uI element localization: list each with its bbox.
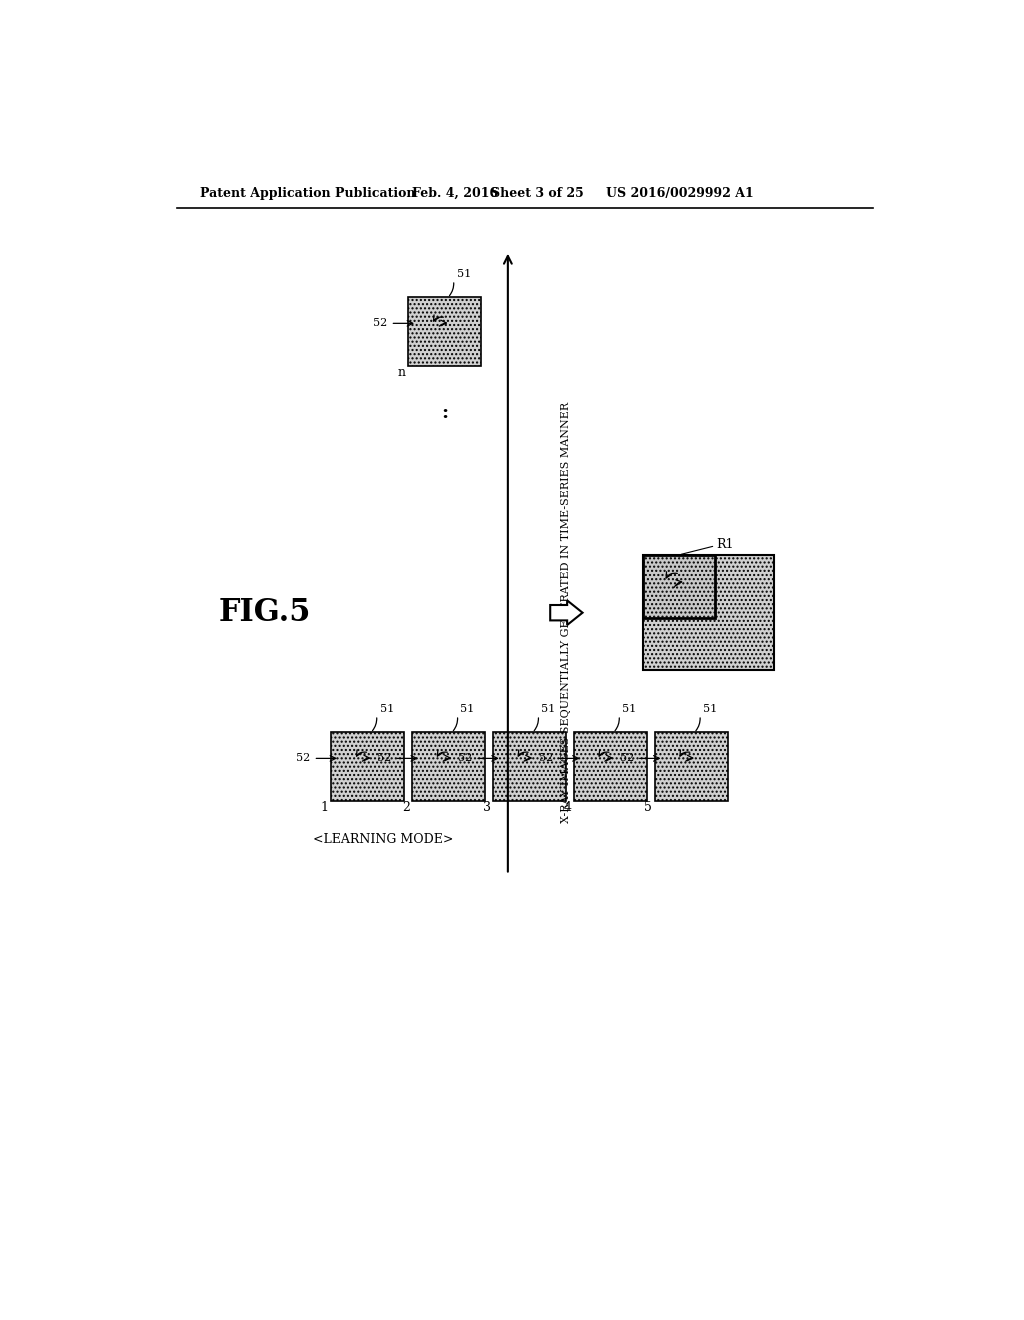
Text: 3: 3 [482,801,490,814]
Text: 51: 51 [457,269,471,280]
Bar [493,733,566,801]
Bar [412,733,485,801]
Text: 52: 52 [373,318,387,329]
Bar [654,733,728,801]
Text: 52: 52 [296,754,310,763]
Bar [331,733,404,801]
Bar [643,554,773,671]
Text: 52: 52 [620,754,634,763]
Text: 2: 2 [401,801,410,814]
Text: 51: 51 [623,705,636,714]
Text: :: : [441,404,449,421]
Text: R1: R1 [716,539,733,552]
Text: 52: 52 [458,754,472,763]
Text: 1: 1 [321,801,329,814]
Text: 52: 52 [377,754,391,763]
Text: Sheet 3 of 25: Sheet 3 of 25 [490,186,584,199]
Bar [409,297,481,367]
Text: <LEARNING MODE>: <LEARNING MODE> [313,833,454,846]
Text: 51: 51 [380,705,394,714]
Text: Feb. 4, 2016: Feb. 4, 2016 [412,186,498,199]
Text: US 2016/0029992 A1: US 2016/0029992 A1 [606,186,754,199]
Bar [573,733,647,801]
Text: 51: 51 [461,705,475,714]
Text: X-RAY IMAGES SEQUENTIALLY GENERATED IN TIME-SERIES MANNER: X-RAY IMAGES SEQUENTIALLY GENERATED IN T… [560,403,570,824]
Text: Patent Application Publication: Patent Application Publication [200,186,416,199]
FancyArrow shape [550,601,583,626]
Text: 4: 4 [563,801,571,814]
Text: 51: 51 [703,705,717,714]
Text: 5: 5 [644,801,652,814]
Text: FIG.5: FIG.5 [219,597,311,628]
Text: 52: 52 [539,754,553,763]
Text: n: n [398,367,406,379]
Text: 51: 51 [542,705,556,714]
Bar [643,554,715,619]
